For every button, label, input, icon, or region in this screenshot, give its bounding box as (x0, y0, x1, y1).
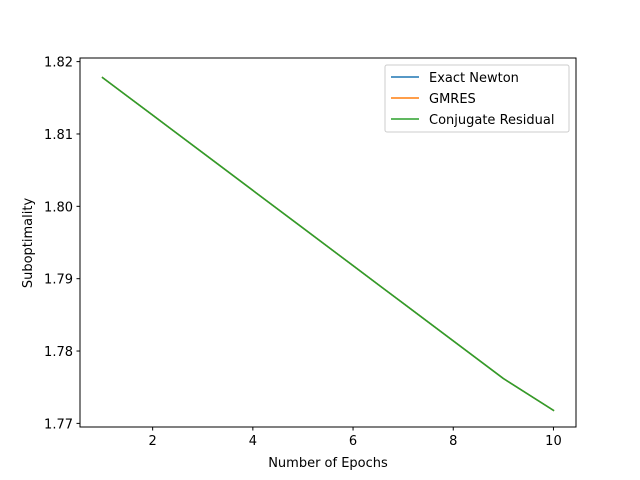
y-tick-label: 1.78 (44, 345, 73, 360)
x-axis-label: Number of Epochs (268, 456, 388, 471)
y-tick-label: 1.79 (44, 273, 73, 288)
y-tick-label: 1.81 (44, 128, 73, 143)
y-tick-label: 1.80 (44, 200, 73, 215)
legend-label-0: Exact Newton (429, 71, 519, 86)
y-tick-label: 1.82 (44, 56, 73, 71)
series-line-2 (101, 76, 555, 412)
plot-frame (79, 57, 577, 428)
y-axis-label: Suboptimality (21, 198, 36, 289)
y-axis: 1.77 1.78 1.79 1.80 1.81 1.82 (44, 56, 80, 432)
series-layer (101, 76, 555, 412)
y-tick-label: 1.77 (44, 417, 73, 432)
legend-label-1: GMRES (429, 92, 476, 107)
legend: Exact Newton GMRES Conjugate Residual (384, 64, 570, 133)
legend-box (384, 64, 570, 133)
x-tick-label: 6 (349, 434, 357, 449)
x-axis: 2 4 6 8 10 (149, 427, 562, 449)
x-tick-label: 4 (249, 434, 257, 449)
x-tick-label: 8 (449, 434, 457, 449)
x-tick-label: 10 (545, 434, 562, 449)
legend-label-2: Conjugate Residual (429, 113, 554, 128)
x-tick-label: 2 (149, 434, 157, 449)
